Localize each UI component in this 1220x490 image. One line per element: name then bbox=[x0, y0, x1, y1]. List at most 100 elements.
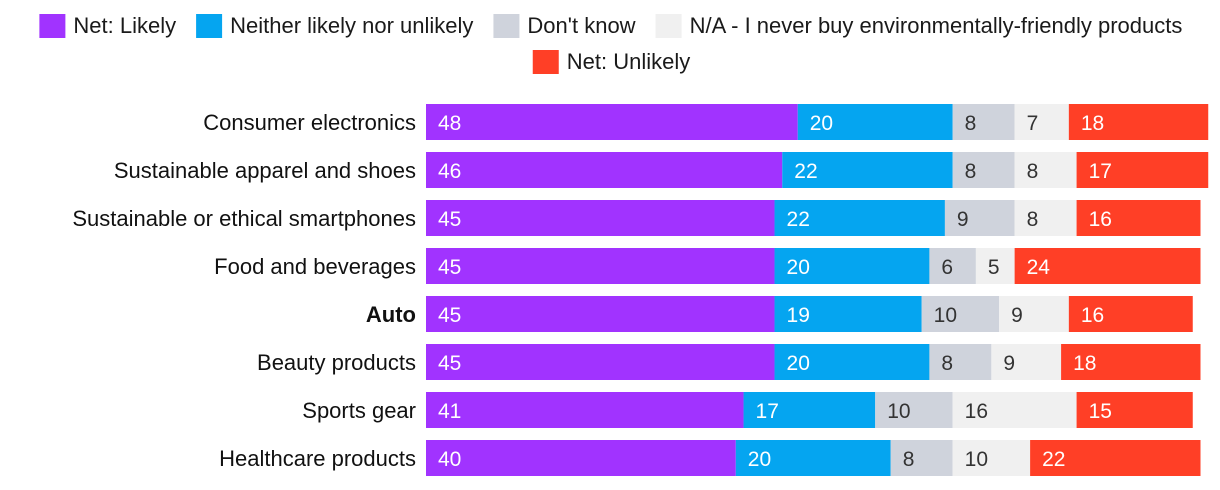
value-label-net-unlikely: 15 bbox=[1089, 400, 1112, 423]
legend: Net: Likely Neither likely nor unlikely Do… bbox=[39, 13, 1182, 74]
value-label-net-unlikely: 22 bbox=[1042, 448, 1065, 471]
bar-segment-net-likely bbox=[426, 440, 736, 476]
value-label-don-t-know: 6 bbox=[941, 256, 953, 279]
bar-segment-n-a-i-never-buy-environmentally-friendly-products bbox=[1014, 200, 1077, 236]
category-label-sustainable-apparel-and-shoes: Sustainable apparel and shoes bbox=[114, 158, 416, 183]
value-label-net-likely: 41 bbox=[438, 400, 461, 423]
legend-swatch-net-likely bbox=[39, 14, 66, 38]
bar-segment-net-unlikely bbox=[1061, 344, 1201, 380]
bar-segment-don-t-know bbox=[944, 200, 1015, 236]
bar-segment-don-t-know bbox=[921, 296, 1000, 332]
bar-segment-n-a-i-never-buy-environmentally-friendly-products bbox=[999, 296, 1069, 332]
value-label-net-likely: 46 bbox=[438, 160, 461, 183]
value-label-net-likely: 45 bbox=[438, 352, 461, 375]
bar-segment-neither-likely-nor-unlikely bbox=[774, 200, 945, 236]
value-label-n-a-i-never-buy-environmentally-friendly-products: 9 bbox=[1011, 304, 1023, 327]
value-label-don-t-know: 8 bbox=[903, 448, 915, 471]
category-label-sustainable-or-ethical-smartphones: Sustainable or ethical smartphones bbox=[72, 206, 416, 231]
value-label-neither-likely-nor-unlikely: 20 bbox=[748, 448, 771, 471]
category-label-beauty-products: Beauty products bbox=[257, 350, 416, 375]
bar-segment-net-likely bbox=[426, 104, 798, 140]
bar-segment-n-a-i-never-buy-environmentally-friendly-products bbox=[991, 344, 1062, 380]
legend-swatch-neither-likely-nor-unlikely bbox=[196, 14, 223, 38]
bar-segment-net-unlikely bbox=[1068, 104, 1209, 140]
bar-segment-don-t-know bbox=[875, 392, 953, 428]
category-label-sports-gear: Sports gear bbox=[302, 398, 416, 423]
value-label-net-unlikely: 17 bbox=[1089, 160, 1112, 183]
value-label-neither-likely-nor-unlikely: 17 bbox=[756, 400, 779, 423]
value-label-n-a-i-never-buy-environmentally-friendly-products: 7 bbox=[1027, 112, 1039, 135]
value-label-net-unlikely: 24 bbox=[1027, 256, 1051, 279]
bar-segment-net-unlikely bbox=[1076, 152, 1209, 188]
value-label-net-likely: 45 bbox=[438, 256, 461, 279]
bar-segment-net-unlikely bbox=[1068, 296, 1193, 332]
value-label-net-unlikely: 16 bbox=[1089, 208, 1112, 231]
bar-segment-n-a-i-never-buy-environmentally-friendly-products bbox=[1014, 104, 1069, 140]
legend-label-net-likely: Net: Likely bbox=[73, 13, 176, 38]
bar-segment-net-unlikely bbox=[1076, 392, 1193, 428]
bar-segment-don-t-know bbox=[929, 344, 992, 380]
value-label-neither-likely-nor-unlikely: 20 bbox=[787, 256, 810, 279]
value-label-n-a-i-never-buy-environmentally-friendly-products: 8 bbox=[1027, 208, 1039, 231]
bar-segment-don-t-know bbox=[952, 152, 1015, 188]
value-label-n-a-i-never-buy-environmentally-friendly-products: 16 bbox=[965, 400, 988, 423]
value-label-net-unlikely: 18 bbox=[1081, 112, 1104, 135]
category-label-auto: Auto bbox=[366, 302, 416, 327]
value-label-n-a-i-never-buy-environmentally-friendly-products: 9 bbox=[1003, 352, 1015, 375]
value-label-net-likely: 40 bbox=[438, 448, 461, 471]
bar-segment-neither-likely-nor-unlikely bbox=[735, 440, 891, 476]
bar-segment-n-a-i-never-buy-environmentally-friendly-products bbox=[952, 440, 1031, 476]
category-label-healthcare-products: Healthcare products bbox=[219, 446, 416, 471]
category-label-food-and-beverages: Food and beverages bbox=[214, 254, 416, 279]
bar-segment-neither-likely-nor-unlikely bbox=[774, 248, 930, 284]
bar-segment-net-likely bbox=[426, 392, 744, 428]
value-label-net-unlikely: 18 bbox=[1073, 352, 1096, 375]
bar-segment-don-t-know bbox=[890, 440, 953, 476]
value-label-n-a-i-never-buy-environmentally-friendly-products: 10 bbox=[965, 448, 988, 471]
value-label-don-t-know: 9 bbox=[957, 208, 969, 231]
legend-label-net-unlikely: Net: Unlikely bbox=[567, 49, 690, 74]
bar-segment-don-t-know bbox=[929, 248, 976, 284]
category-labels: Consumer electronics Sustainable apparel … bbox=[72, 110, 416, 471]
bar-segment-net-unlikely bbox=[1076, 200, 1201, 236]
value-label-net-likely: 45 bbox=[438, 208, 461, 231]
value-label-don-t-know: 10 bbox=[887, 400, 910, 423]
bar-segment-don-t-know bbox=[952, 104, 1015, 140]
bar-segment-net-likely bbox=[426, 248, 775, 284]
bar-segment-n-a-i-never-buy-environmentally-friendly-products bbox=[1014, 152, 1077, 188]
legend-label-n-a-i-never-buy-environmentally-friendly-products: N/A - I never buy environmentally-friend… bbox=[690, 13, 1183, 38]
bar-segment-net-likely bbox=[426, 152, 783, 188]
value-label-neither-likely-nor-unlikely: 22 bbox=[787, 208, 810, 231]
bar-segment-neither-likely-nor-unlikely bbox=[797, 104, 953, 140]
bar-segment-neither-likely-nor-unlikely bbox=[774, 344, 930, 380]
bar-segment-net-likely bbox=[426, 200, 775, 236]
legend-label-don-t-know: Don't know bbox=[527, 13, 635, 38]
value-label-don-t-know: 8 bbox=[965, 160, 977, 183]
bar-segment-n-a-i-never-buy-environmentally-friendly-products bbox=[975, 248, 1015, 284]
value-label-neither-likely-nor-unlikely: 19 bbox=[787, 304, 810, 327]
value-label-n-a-i-never-buy-environmentally-friendly-products: 8 bbox=[1027, 160, 1039, 183]
bar-segment-net-unlikely bbox=[1030, 440, 1201, 476]
bars: 48 20 8 7 18 46 22 8 8 17 45 22 9 8 16 45 20 6 5 24 45 19 10 9 1… bbox=[426, 104, 1209, 476]
bar-segment-neither-likely-nor-unlikely bbox=[782, 152, 953, 188]
category-label-consumer-electronics: Consumer electronics bbox=[203, 110, 416, 135]
legend-label-neither-likely-nor-unlikely: Neither likely nor unlikely bbox=[230, 13, 473, 38]
value-label-net-likely: 48 bbox=[438, 112, 461, 135]
value-label-neither-likely-nor-unlikely: 22 bbox=[794, 160, 817, 183]
bar-segment-neither-likely-nor-unlikely bbox=[743, 392, 876, 428]
bar-segment-n-a-i-never-buy-environmentally-friendly-products bbox=[952, 392, 1077, 428]
bar-segment-net-likely bbox=[426, 296, 775, 332]
bar-segment-neither-likely-nor-unlikely bbox=[774, 296, 922, 332]
value-label-don-t-know: 8 bbox=[965, 112, 977, 135]
value-label-net-likely: 45 bbox=[438, 304, 461, 327]
value-label-n-a-i-never-buy-environmentally-friendly-products: 5 bbox=[988, 256, 1000, 279]
value-label-neither-likely-nor-unlikely: 20 bbox=[787, 352, 810, 375]
value-label-don-t-know: 8 bbox=[941, 352, 953, 375]
value-label-neither-likely-nor-unlikely: 20 bbox=[810, 112, 833, 135]
bar-segment-net-likely bbox=[426, 344, 775, 380]
legend-swatch-don-t-know bbox=[493, 14, 520, 38]
legend-swatch-n-a-i-never-buy-environmentally-friendly-products bbox=[655, 14, 682, 38]
bar-segment-net-unlikely bbox=[1014, 248, 1201, 284]
value-label-don-t-know: 10 bbox=[934, 304, 957, 327]
